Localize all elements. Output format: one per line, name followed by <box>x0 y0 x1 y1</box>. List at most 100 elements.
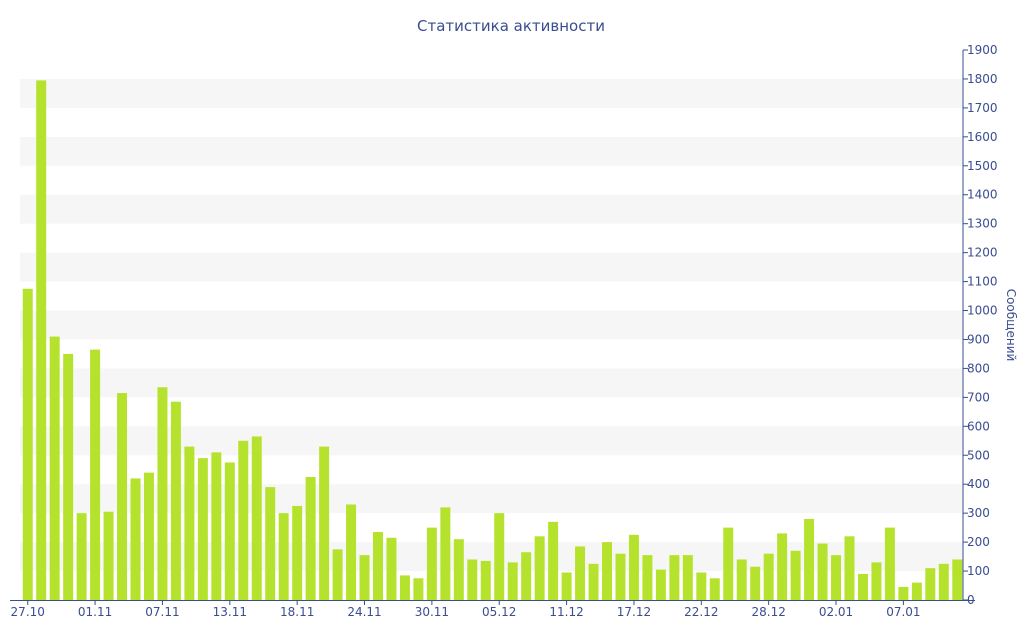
bar <box>319 446 330 600</box>
bar <box>332 549 343 600</box>
bar <box>534 536 545 600</box>
bar <box>925 568 936 600</box>
grid-band <box>20 368 963 398</box>
bar <box>723 527 734 600</box>
bar <box>628 534 639 600</box>
bar <box>22 288 33 600</box>
y-tick-label: 1700 <box>967 101 998 115</box>
bar <box>736 559 747 600</box>
bar <box>804 518 815 600</box>
bar <box>346 504 357 600</box>
bar <box>952 559 963 600</box>
y-axis-label: Сообщений <box>1004 289 1018 362</box>
x-tick-label: 18.11 <box>280 605 314 619</box>
bar <box>615 553 626 600</box>
bar <box>399 575 410 600</box>
y-tick-label: 700 <box>967 390 990 404</box>
y-tick-label: 1100 <box>967 275 998 289</box>
grid-band <box>20 136 963 166</box>
bar <box>480 560 491 600</box>
y-tick-label: 600 <box>967 419 990 433</box>
grid-band <box>20 310 963 340</box>
y-tick-label: 300 <box>967 506 990 520</box>
bar <box>817 543 828 600</box>
y-tick-label: 1200 <box>967 246 998 260</box>
bar <box>453 539 464 600</box>
bar <box>588 563 599 600</box>
x-tick-label: 07.01 <box>886 605 920 619</box>
y-tick-label: 200 <box>967 535 990 549</box>
bar <box>655 569 666 600</box>
bar <box>49 336 60 600</box>
bar-series <box>22 80 963 600</box>
y-tick-label: 1300 <box>967 217 998 231</box>
bar <box>911 582 922 600</box>
bar <box>117 393 128 600</box>
y-axis: 0100200300400500600700800900100011001200… <box>962 43 998 607</box>
y-tick-label: 1900 <box>967 43 998 57</box>
bar <box>170 401 181 600</box>
x-tick-label: 01.11 <box>78 605 112 619</box>
bar <box>750 566 761 600</box>
grid-band <box>20 78 963 108</box>
bar <box>426 527 437 600</box>
bar <box>130 478 141 600</box>
grid-bands <box>20 78 963 572</box>
bar <box>884 527 895 600</box>
bar <box>359 555 370 600</box>
x-tick-label: 27.10 <box>11 605 45 619</box>
y-tick-label: 400 <box>967 477 990 491</box>
x-tick-label: 05.12 <box>482 605 516 619</box>
x-tick-label: 17.12 <box>617 605 651 619</box>
y-tick-label: 100 <box>967 564 990 578</box>
x-tick-label: 11.12 <box>549 605 583 619</box>
bar <box>76 513 87 600</box>
bar <box>857 573 868 600</box>
x-tick-label: 02.01 <box>819 605 853 619</box>
y-tick-label: 900 <box>967 332 990 346</box>
bar <box>305 476 316 600</box>
bar <box>386 537 397 600</box>
y-tick-label: 500 <box>967 448 990 462</box>
bar <box>777 533 788 600</box>
bar <box>642 555 653 600</box>
bar <box>467 559 478 600</box>
chart-title: Статистика активности <box>417 17 605 35</box>
y-tick-label: 1500 <box>967 159 998 173</box>
bar <box>63 353 74 600</box>
x-tick-label: 24.11 <box>347 605 381 619</box>
bar <box>561 572 572 600</box>
x-tick-label: 28.12 <box>751 605 785 619</box>
bar <box>669 555 680 600</box>
y-tick-label: 800 <box>967 361 990 375</box>
grid-band <box>20 194 963 224</box>
bar <box>440 507 451 600</box>
bar <box>238 440 249 600</box>
bar <box>278 513 289 600</box>
bar <box>548 521 559 600</box>
bar <box>184 446 195 600</box>
bar <box>898 586 909 600</box>
bar <box>90 349 101 600</box>
bar <box>831 555 842 600</box>
bar <box>709 578 720 600</box>
bar <box>682 555 693 600</box>
bar <box>763 553 774 600</box>
bar <box>521 552 532 600</box>
bar <box>143 472 154 600</box>
y-tick-label: 1800 <box>967 72 998 86</box>
grid-band <box>20 252 963 282</box>
y-tick-label: 1400 <box>967 188 998 202</box>
bar <box>211 452 222 600</box>
bar <box>373 531 383 600</box>
bar <box>844 536 855 600</box>
bar <box>36 80 47 600</box>
y-tick-label: 1000 <box>967 304 998 318</box>
bar <box>265 487 276 600</box>
y-tick-label: 1600 <box>967 130 998 144</box>
x-tick-label: 30.11 <box>415 605 449 619</box>
bar <box>507 562 518 600</box>
bar <box>494 513 505 600</box>
bar <box>871 562 882 600</box>
